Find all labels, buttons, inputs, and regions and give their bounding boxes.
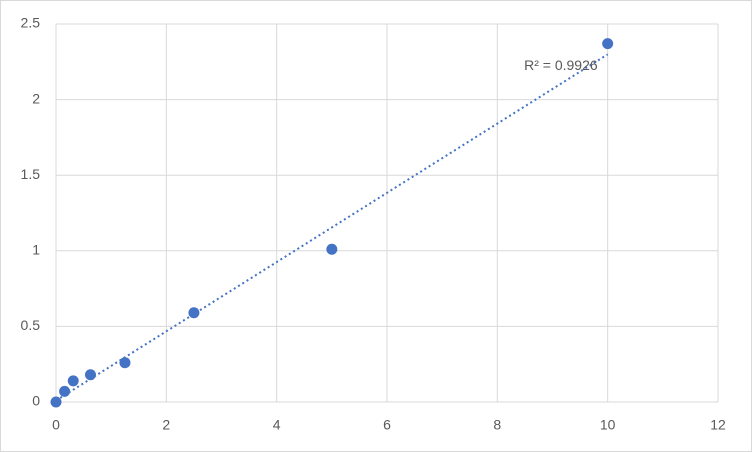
trendline (55, 53, 609, 402)
point (59, 385, 71, 397)
x-tick-label: 4 (273, 417, 281, 433)
point (602, 38, 614, 50)
y-tick-label: 1 (32, 242, 40, 258)
point (326, 243, 338, 255)
trendline-label: R² = 0.9926 (524, 57, 598, 73)
x-tick-label: 8 (493, 417, 501, 433)
x-tick-label: 0 (52, 417, 60, 433)
point (50, 396, 62, 408)
y-tick-label: 0.5 (21, 317, 41, 333)
point (188, 307, 200, 319)
point (84, 369, 96, 381)
x-tick-label: 2 (162, 417, 170, 433)
x-tick-label: 10 (600, 417, 616, 433)
point (67, 375, 79, 387)
x-tick-label: 6 (383, 417, 391, 433)
y-tick-label: 2 (32, 90, 40, 106)
y-tick-label: 2.5 (21, 15, 41, 31)
y-tick-label: 0 (32, 393, 40, 409)
x-tick-label: 12 (710, 417, 726, 433)
y-tick-label: 1.5 (21, 166, 41, 182)
point (119, 357, 131, 369)
